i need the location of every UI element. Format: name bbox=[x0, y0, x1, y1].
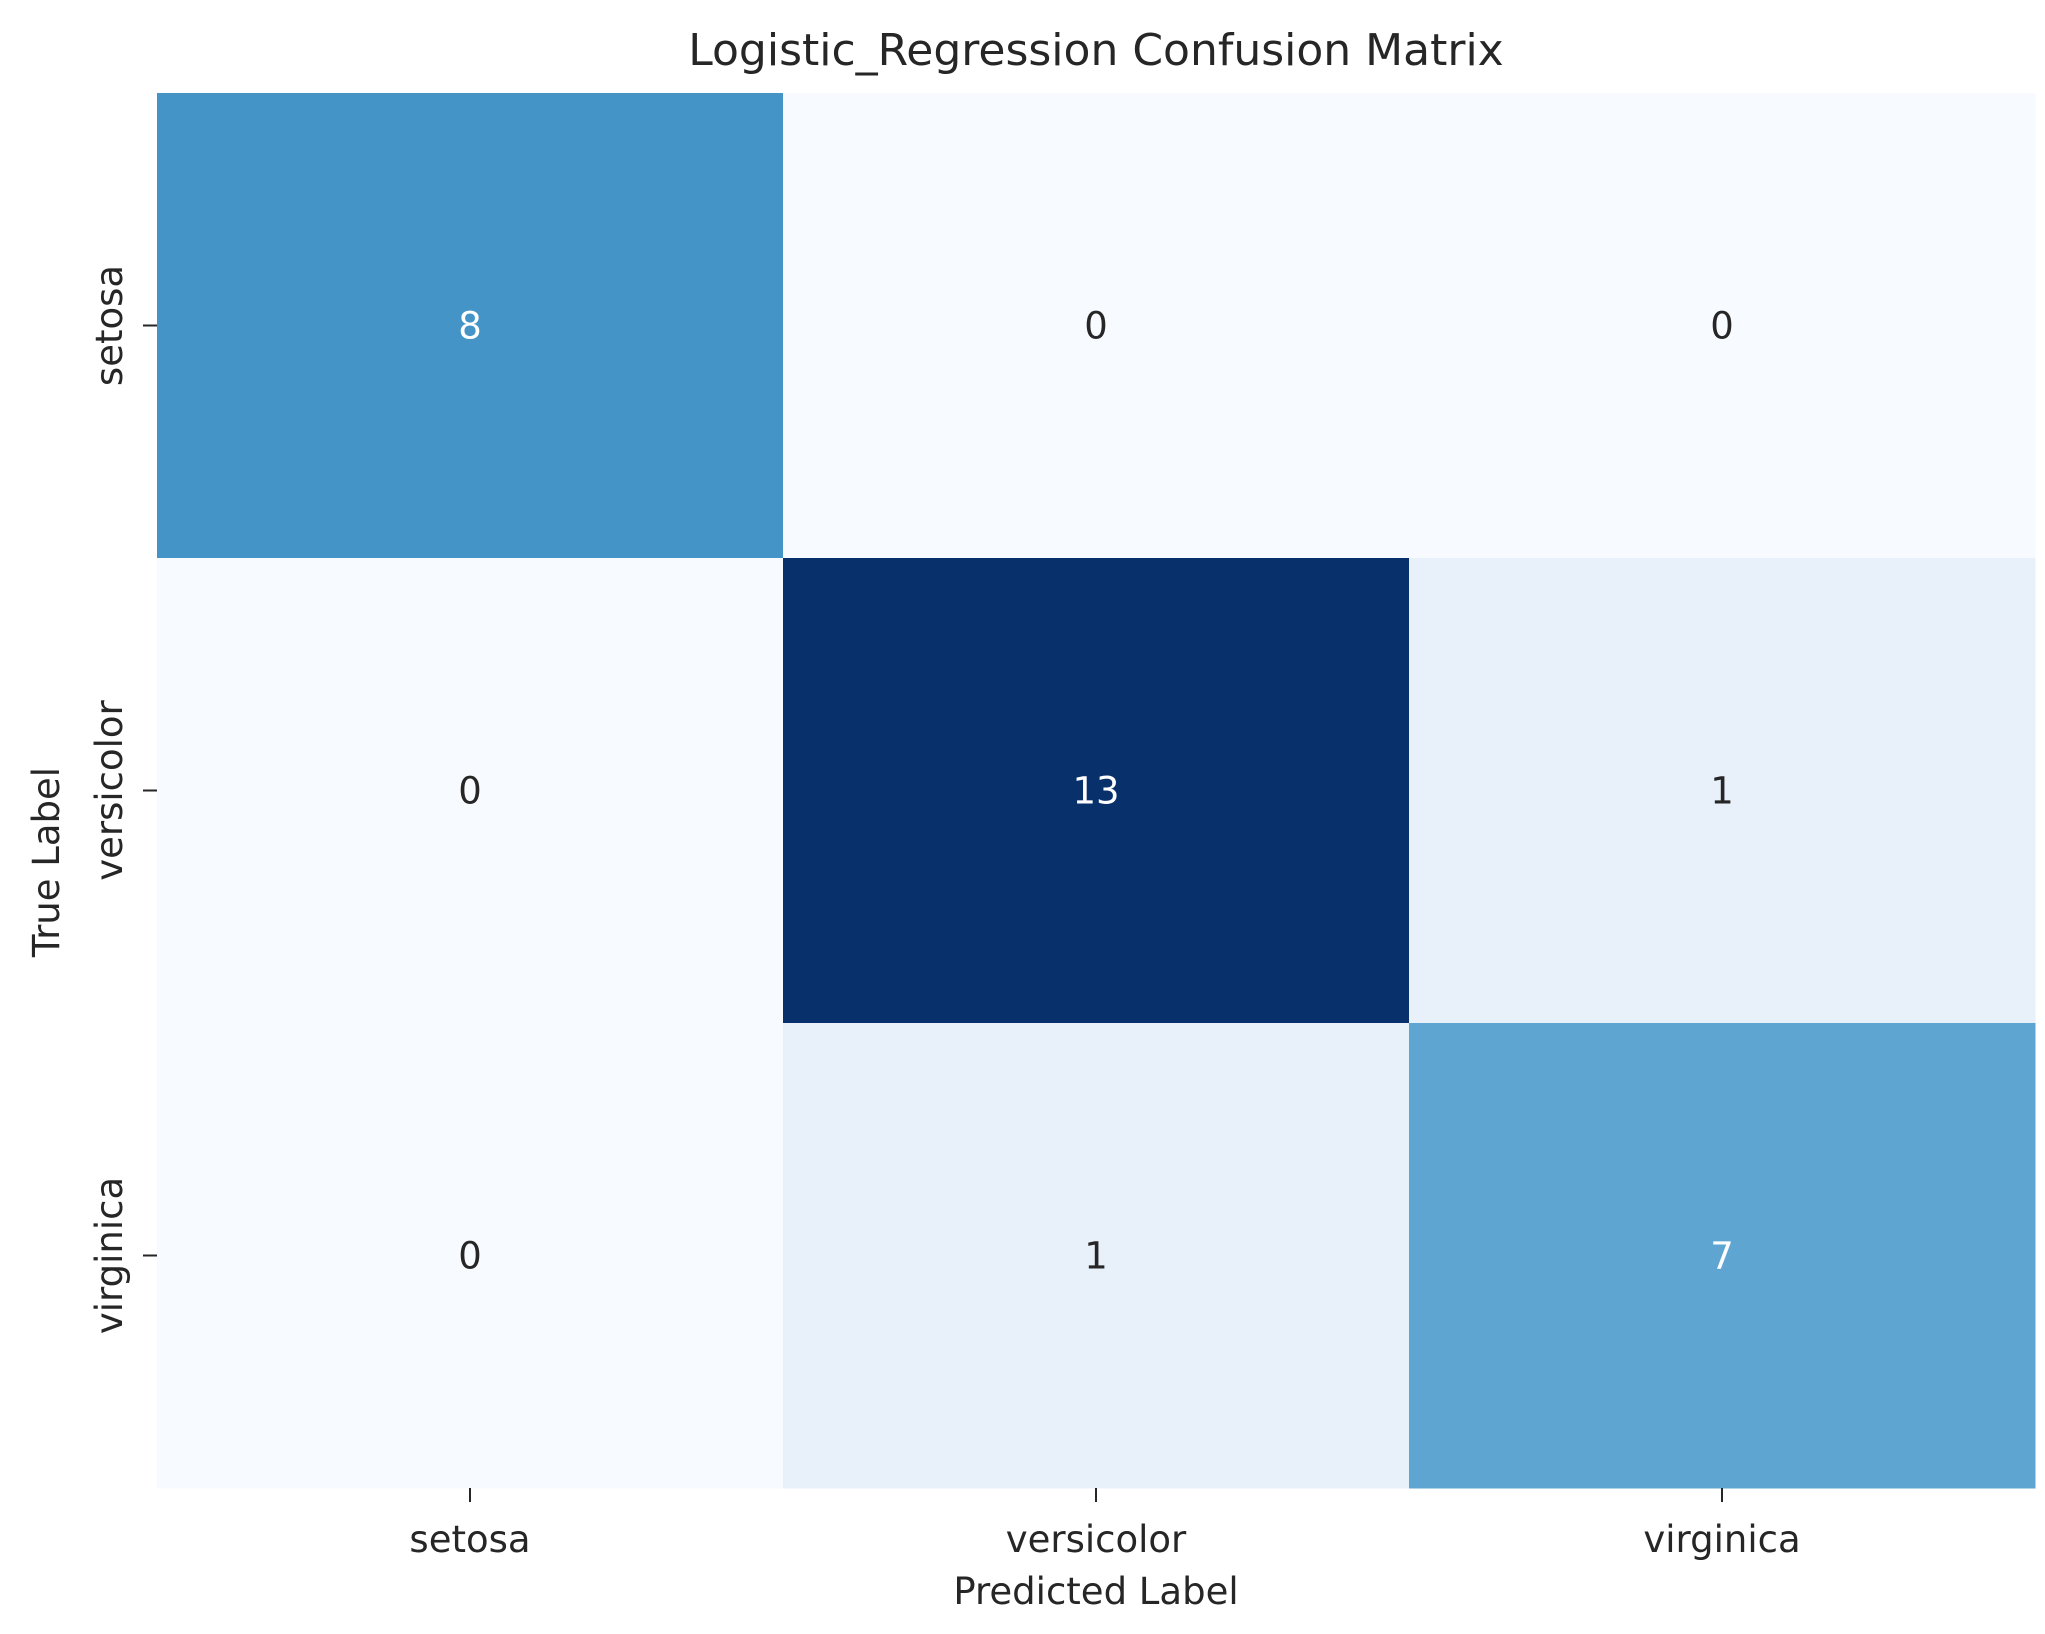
heatmap-cell bbox=[783, 1023, 1410, 1489]
heatmap-cell bbox=[1409, 1023, 2036, 1489]
x-tick-label: versicolor bbox=[1006, 1518, 1187, 1561]
x-tick-label: setosa bbox=[409, 1518, 530, 1561]
heatmap-cell bbox=[1409, 558, 2036, 1024]
heatmap-cell-value: 0 bbox=[458, 770, 482, 813]
heatmap-cell-value: 13 bbox=[1072, 770, 1119, 813]
x-axis-label: Predicted Label bbox=[953, 1570, 1238, 1613]
heatmap-cell bbox=[783, 558, 1410, 1024]
heatmap-cell-value: 0 bbox=[1710, 305, 1734, 348]
heatmap-cell-value: 0 bbox=[458, 1235, 482, 1278]
chart-title: Logistic_Regression Confusion Matrix bbox=[688, 25, 1503, 76]
heatmap-cell bbox=[157, 558, 784, 1024]
y-axis-ticks: setosa versicolor virginica bbox=[88, 265, 157, 1334]
heatmap-cell-value: 0 bbox=[1084, 305, 1108, 348]
heatmap-cell-value: 8 bbox=[458, 305, 482, 348]
heatmap-cell bbox=[157, 93, 784, 559]
y-tick-label: virginica bbox=[88, 1177, 131, 1334]
heatmap-cell-value: 1 bbox=[1710, 770, 1734, 813]
heatmap-cells bbox=[157, 93, 2036, 1489]
heatmap-cell-value: 7 bbox=[1710, 1235, 1734, 1278]
heatmap-cell-labels: 8 0 0 0 13 1 0 1 7 bbox=[458, 305, 1734, 1278]
heatmap-cell bbox=[157, 1023, 784, 1489]
x-axis-ticks: setosa versicolor virginica bbox=[409, 1488, 1801, 1561]
y-tick-label: setosa bbox=[88, 265, 131, 386]
x-tick-label: virginica bbox=[1643, 1518, 1800, 1561]
heatmap-cell-value: 1 bbox=[1084, 1235, 1108, 1278]
heatmap-cell bbox=[1409, 93, 2036, 559]
y-tick-label: versicolor bbox=[88, 699, 131, 880]
y-axis-label: True Label bbox=[25, 767, 68, 958]
heatmap-cell bbox=[783, 93, 1410, 559]
